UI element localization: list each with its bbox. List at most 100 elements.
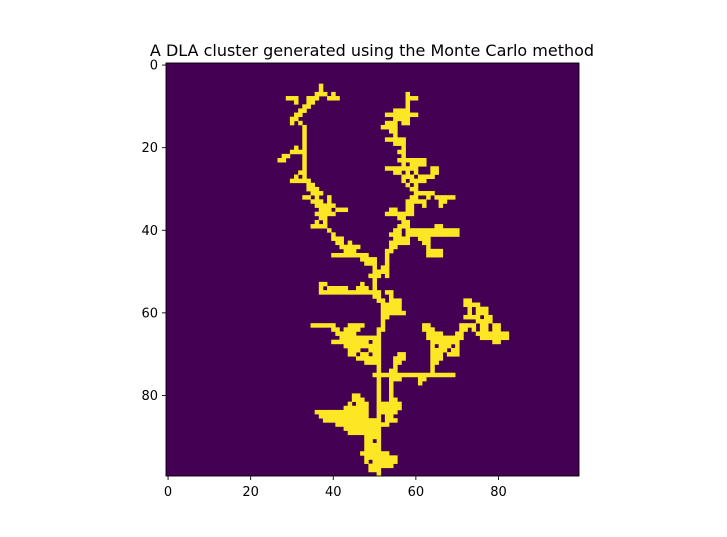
occupied-cell (401, 356, 406, 361)
occupied-cell (389, 124, 394, 130)
occupied-cell (331, 414, 336, 419)
occupied-cell (310, 199, 316, 204)
occupied-cell (331, 252, 336, 258)
occupied-cell (484, 314, 489, 320)
occupied-cell (331, 286, 336, 291)
occupied-cell (372, 422, 377, 427)
occupied-cell (351, 244, 357, 250)
occupied-cell (393, 459, 398, 464)
occupied-cell (306, 104, 311, 109)
occupied-cell (302, 153, 307, 159)
occupied-cell (434, 335, 439, 341)
occupied-cell (351, 414, 357, 419)
occupied-cell (376, 343, 382, 349)
occupied-cell (331, 290, 336, 295)
occupied-cell (384, 248, 390, 254)
occupied-cell (360, 356, 365, 361)
occupied-cell (376, 368, 382, 374)
occupied-cell (488, 319, 493, 324)
occupied-cell (384, 265, 390, 270)
occupied-cell (397, 298, 402, 303)
occupied-cell (463, 327, 468, 332)
occupied-cell (376, 434, 382, 440)
occupied-cell (339, 414, 344, 419)
occupied-cell (364, 335, 369, 341)
occupied-cell (442, 347, 448, 353)
occupied-cell (380, 459, 386, 464)
occupied-cell (335, 339, 340, 345)
occupied-cell (389, 112, 394, 118)
occupied-cell (413, 228, 419, 233)
occupied-cell (384, 252, 390, 258)
occupied-cell (442, 339, 448, 345)
occupied-cell (409, 207, 415, 213)
occupied-cell (389, 310, 394, 316)
occupied-cell (422, 236, 427, 241)
occupied-cell (409, 162, 415, 167)
occupied-cell (442, 335, 448, 341)
occupied-cell (438, 343, 444, 349)
occupied-cell (322, 290, 328, 295)
occupied-cell (496, 339, 501, 345)
occupied-cell (355, 290, 361, 295)
occupied-cell (397, 236, 402, 241)
occupied-cell (455, 335, 460, 341)
occupied-cell (351, 339, 357, 345)
occupied-cell (384, 409, 390, 415)
occupied-cell (405, 100, 411, 105)
occupied-cell (389, 211, 394, 217)
occupied-cell (372, 372, 377, 378)
occupied-cell (401, 108, 406, 113)
occupied-cell (446, 352, 452, 357)
occupied-cell (430, 228, 435, 233)
occupied-cell (343, 244, 349, 250)
occupied-cell (351, 290, 357, 295)
occupied-cell (380, 422, 386, 427)
occupied-cell (310, 191, 316, 196)
occupied-cell (376, 381, 382, 386)
occupied-cell (376, 298, 382, 303)
occupied-cell (347, 244, 353, 250)
occupied-cell (368, 426, 373, 431)
occupied-cell (347, 290, 353, 295)
occupied-cell (351, 323, 357, 328)
occupied-cell (467, 306, 472, 312)
occupied-cell (376, 442, 382, 448)
occupied-cell (384, 137, 390, 142)
occupied-cell (351, 430, 357, 436)
occupied-cell (438, 335, 444, 341)
occupied-cell (446, 195, 452, 200)
occupied-cell (318, 91, 324, 97)
occupied-cell (380, 319, 386, 324)
occupied-cell (343, 286, 349, 291)
occupied-cell (426, 335, 431, 341)
occupied-cell (438, 248, 444, 254)
occupied-cell (401, 236, 406, 241)
occupied-cell (298, 178, 303, 184)
occupied-cell (376, 393, 382, 398)
occupied-cell (450, 352, 456, 357)
x-axis: 0 20 40 60 80 (164, 476, 507, 500)
occupied-cell (438, 347, 444, 353)
occupied-cell (310, 186, 316, 192)
occupied-cell (314, 224, 320, 229)
occupied-cell (442, 199, 448, 204)
occupied-cell (322, 91, 328, 97)
occupied-cell (384, 120, 390, 126)
occupied-cell (355, 347, 361, 353)
occupied-cell (335, 327, 340, 332)
occupied-cell (347, 414, 353, 419)
occupied-cell (302, 129, 307, 134)
occupied-cell (409, 178, 415, 184)
occupied-cell (347, 240, 353, 246)
occupied-cell (389, 376, 394, 382)
occupied-cell (389, 248, 394, 254)
occupied-cell (376, 376, 382, 382)
occupied-cell (496, 327, 501, 332)
occupied-cell (372, 290, 377, 295)
occupied-cell (380, 401, 386, 407)
occupied-cell (364, 434, 369, 440)
occupied-cell (389, 372, 394, 378)
occupied-cell (393, 112, 398, 118)
